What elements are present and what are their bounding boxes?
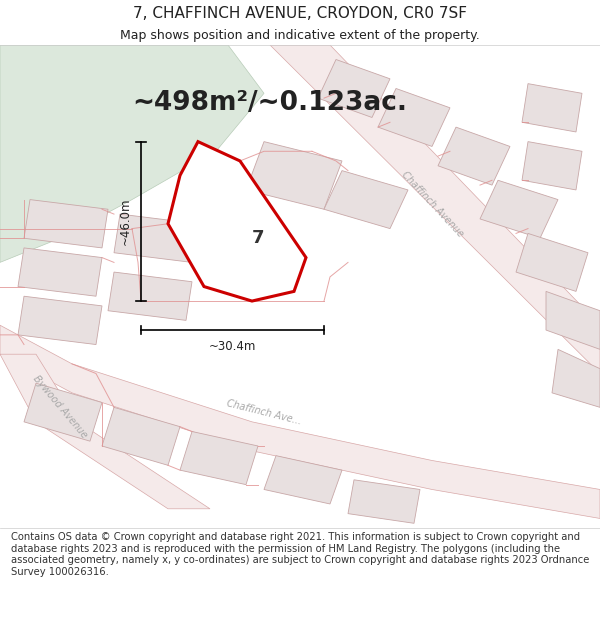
Polygon shape <box>264 456 342 504</box>
Text: Map shows position and indicative extent of the property.: Map shows position and indicative extent… <box>120 29 480 42</box>
Text: Bywood Avenue: Bywood Avenue <box>31 374 89 441</box>
Polygon shape <box>102 408 180 466</box>
Polygon shape <box>480 180 558 238</box>
Polygon shape <box>168 142 306 301</box>
Polygon shape <box>552 349 600 408</box>
Polygon shape <box>24 199 108 248</box>
Polygon shape <box>516 233 588 291</box>
Polygon shape <box>318 59 390 118</box>
Text: Chaffinch Avenue: Chaffinch Avenue <box>399 169 465 239</box>
Polygon shape <box>438 127 510 185</box>
Polygon shape <box>270 45 600 374</box>
Polygon shape <box>18 248 102 296</box>
Text: 7: 7 <box>252 229 264 248</box>
Polygon shape <box>0 45 264 262</box>
Polygon shape <box>522 142 582 190</box>
Polygon shape <box>246 142 342 209</box>
Text: Chaffinch Ave...: Chaffinch Ave... <box>226 398 302 426</box>
Text: ~46.0m: ~46.0m <box>119 198 132 245</box>
Polygon shape <box>546 291 600 349</box>
Polygon shape <box>324 171 408 229</box>
Polygon shape <box>108 272 192 321</box>
Polygon shape <box>0 354 210 509</box>
Polygon shape <box>18 296 102 344</box>
Polygon shape <box>0 325 600 519</box>
Text: 7, CHAFFINCH AVENUE, CROYDON, CR0 7SF: 7, CHAFFINCH AVENUE, CROYDON, CR0 7SF <box>133 6 467 21</box>
Polygon shape <box>522 84 582 132</box>
Polygon shape <box>348 480 420 523</box>
Text: ~30.4m: ~30.4m <box>209 341 256 354</box>
Text: Contains OS data © Crown copyright and database right 2021. This information is : Contains OS data © Crown copyright and d… <box>11 532 589 577</box>
Polygon shape <box>180 431 258 484</box>
Text: ~498m²/~0.123ac.: ~498m²/~0.123ac. <box>132 90 407 116</box>
Polygon shape <box>114 214 198 262</box>
Polygon shape <box>24 383 102 441</box>
Polygon shape <box>378 89 450 146</box>
